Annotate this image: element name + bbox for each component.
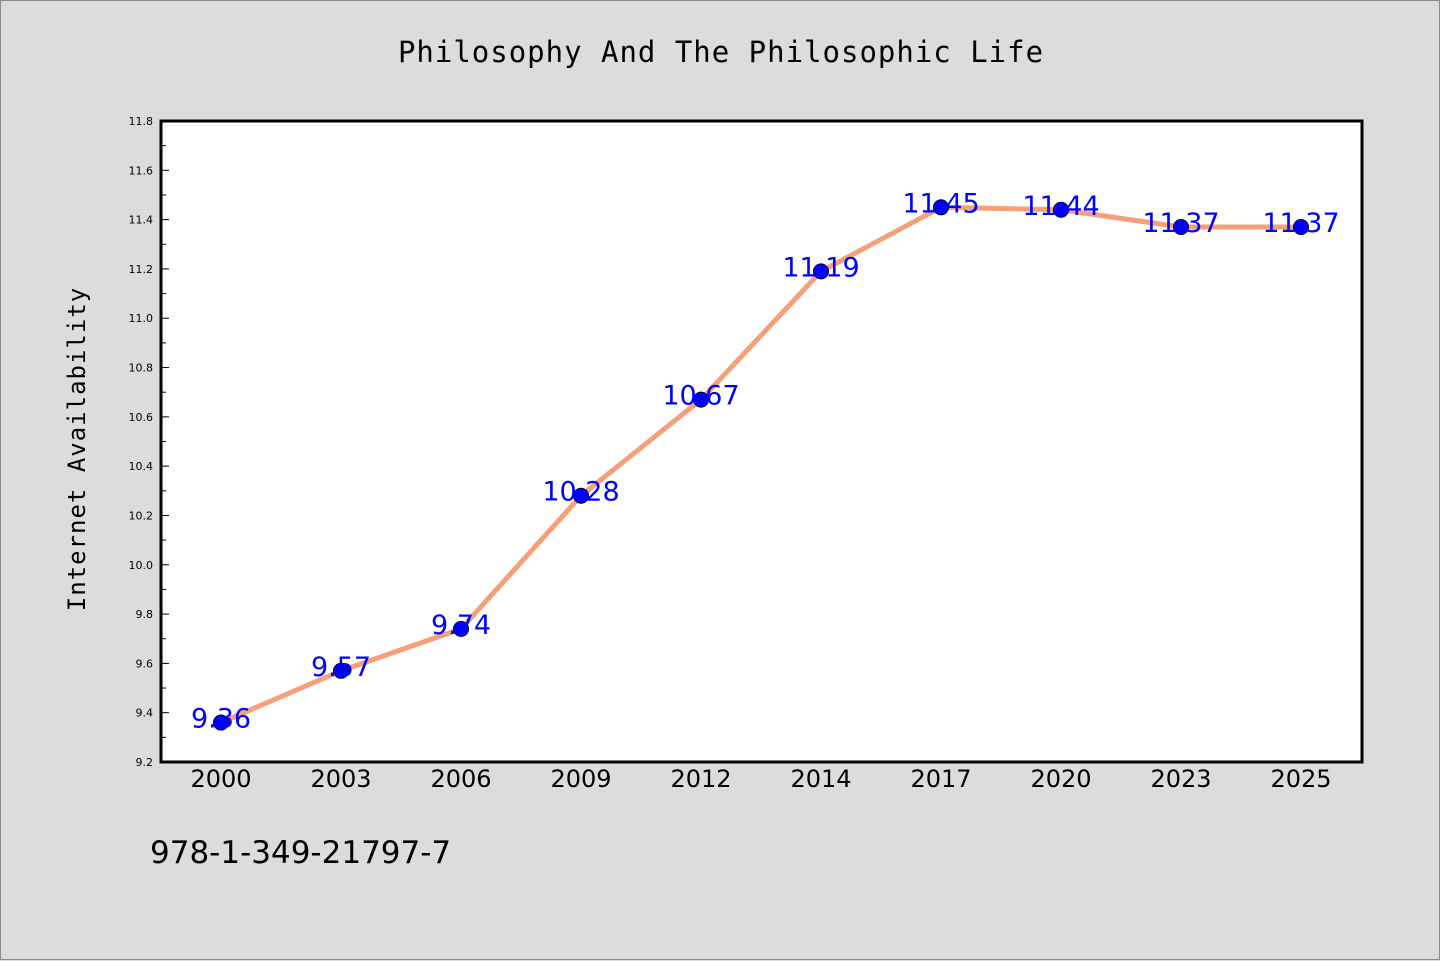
data-point [333,662,349,679]
data-point [813,263,829,280]
y-tick-label: 9.6 [136,657,154,670]
isbn-text: 978-1-349-21797-7 [150,835,452,871]
x-tick-label: 2009 [550,765,611,793]
y-tick-label: 9.8 [136,608,154,621]
x-tick-label: 2000 [190,765,251,793]
data-label: 11.37 [1262,208,1339,239]
data-point [453,620,469,637]
plot-area [159,119,1364,764]
y-tick-label: 10.4 [129,460,154,473]
series-layer [213,199,1309,731]
data-label: 9.74 [431,610,491,641]
chart-title: Philosophy And The Philosophic Life [397,35,1045,69]
x-tick-label: 2017 [910,765,971,793]
data-label: 9.36 [191,704,251,735]
data-label: 9.57 [311,652,371,683]
y-tick-label: 11.6 [129,164,154,177]
y-tick-label: 10.2 [129,509,154,522]
data-point [213,714,229,731]
x-tick-label: 2014 [790,765,851,793]
data-label: 11.45 [902,188,979,219]
x-tick-label: 2020 [1030,765,1091,793]
data-point [1293,219,1309,236]
y-tick-label: 11.2 [129,263,154,276]
x-tick-label: 2025 [1270,765,1331,793]
data-point [933,199,949,216]
y-axis: 9.2 9.4 9.6 9.8 10.0 10.2 10.4 10.6 10.8 11.0 11.2… [129,115,169,769]
x-tick-label: 2012 [670,765,731,793]
x-tick-label: 2003 [310,765,371,793]
data-label: 11.37 [1142,208,1219,239]
data-point [1053,201,1069,218]
y-tick-label: 11.4 [129,214,154,227]
data-label: 11.44 [1022,191,1099,222]
y-tick-label: 10.8 [129,362,154,375]
series-line [218,204,1304,726]
x-tick-label: 2023 [1150,765,1211,793]
data-point [693,391,709,408]
y-tick-label: 9.4 [136,707,154,720]
y-tick-label: 10.6 [129,411,154,424]
data-label: 10.28 [542,477,619,508]
y-tick-label: 9.2 [136,756,154,769]
data-label: 11.19 [782,252,859,283]
y-tick-label: 11.8 [129,115,154,128]
y-tick-label: 10.0 [129,559,154,572]
data-labels: 9.36 9.57 9.74 10.28 10.67 11.19 11.45 11.44 11.… [191,188,1340,734]
data-point [1173,219,1189,236]
x-tick-label: 2006 [430,765,491,793]
data-point [573,487,589,504]
x-axis: 2000 2003 2006 2009 2012 2014 2017 2020 2023 2025 [190,765,1331,793]
data-label: 10.67 [662,381,739,412]
y-tick-label: 11.0 [129,312,154,325]
